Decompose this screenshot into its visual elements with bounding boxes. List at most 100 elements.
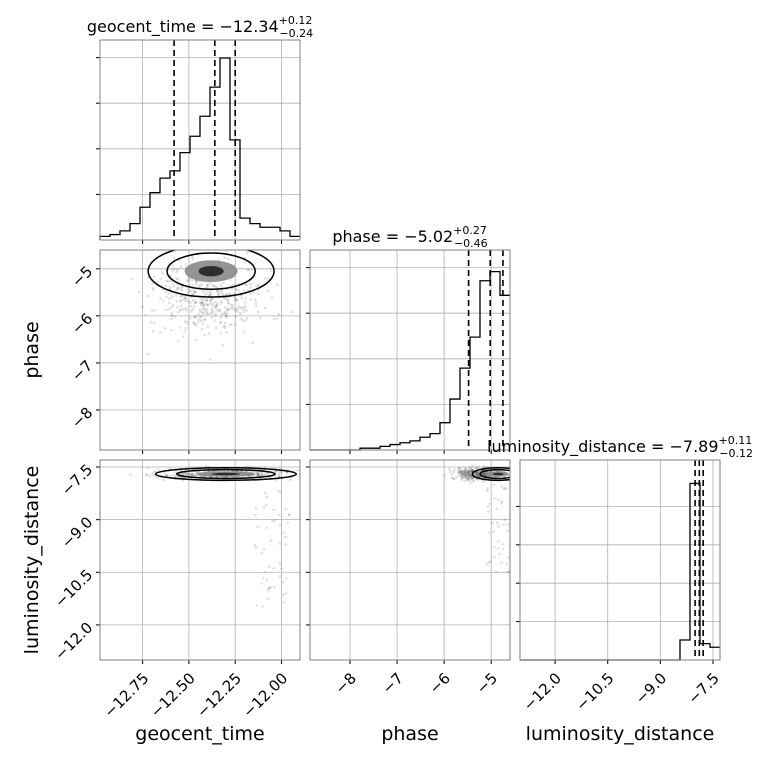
sample-point bbox=[184, 326, 188, 330]
tick-label-x: −12.75 bbox=[101, 669, 153, 721]
sample-point bbox=[176, 268, 179, 271]
sample-point bbox=[227, 308, 230, 312]
sample-point bbox=[230, 322, 233, 326]
sample-point bbox=[206, 325, 210, 329]
sample-point bbox=[145, 473, 149, 476]
sample-point bbox=[179, 299, 182, 303]
sample-point bbox=[153, 275, 156, 278]
sample-point bbox=[233, 296, 237, 300]
sample-point bbox=[253, 544, 257, 547]
sample-point bbox=[475, 472, 478, 476]
sample-point bbox=[468, 469, 471, 472]
sample-point bbox=[469, 465, 472, 469]
tick-label-x: −8 bbox=[332, 669, 360, 697]
sample-point bbox=[275, 316, 279, 320]
sample-point bbox=[469, 475, 473, 478]
sample-point bbox=[207, 312, 210, 316]
sample-point bbox=[214, 326, 218, 330]
sample-point bbox=[152, 473, 156, 477]
sample-point bbox=[223, 311, 227, 315]
sample-point bbox=[286, 521, 290, 525]
sample-point bbox=[506, 529, 510, 532]
sample-point bbox=[266, 289, 269, 293]
sample-point bbox=[484, 471, 488, 475]
sample-point bbox=[484, 472, 487, 476]
sample-point bbox=[187, 279, 190, 283]
sample-point bbox=[274, 478, 278, 482]
sample-point bbox=[176, 339, 180, 343]
sample-point bbox=[256, 283, 260, 287]
sample-point bbox=[208, 291, 212, 295]
sample-point bbox=[237, 305, 241, 308]
sample-point bbox=[254, 301, 258, 304]
sample-point bbox=[278, 467, 282, 470]
sample-point bbox=[254, 304, 258, 307]
panel-frame-0-0 bbox=[99, 39, 301, 241]
sample-point bbox=[252, 290, 256, 294]
sample-point bbox=[256, 473, 260, 477]
sample-point bbox=[482, 472, 486, 476]
sample-point bbox=[165, 474, 168, 477]
sample-point bbox=[460, 473, 463, 477]
sample-point bbox=[244, 283, 248, 287]
sample-point bbox=[470, 476, 473, 480]
sample-point bbox=[205, 299, 209, 303]
sample-point bbox=[460, 471, 464, 475]
sample-point bbox=[202, 298, 205, 301]
sample-point bbox=[458, 467, 461, 470]
sample-point bbox=[182, 297, 186, 301]
sample-point bbox=[219, 332, 222, 335]
sample-point bbox=[220, 312, 223, 316]
sample-point bbox=[464, 471, 467, 475]
sample-point bbox=[170, 313, 173, 317]
sample-point bbox=[185, 320, 188, 324]
sample-point bbox=[180, 473, 184, 476]
sample-point bbox=[460, 471, 464, 474]
sample-point bbox=[282, 531, 285, 534]
sample-point bbox=[184, 472, 188, 475]
sample-point bbox=[260, 551, 264, 555]
sample-point bbox=[216, 289, 219, 292]
sample-point bbox=[257, 473, 260, 476]
sample-point bbox=[226, 307, 230, 310]
sample-point bbox=[260, 582, 264, 585]
sample-point bbox=[184, 296, 188, 300]
sample-point bbox=[488, 531, 491, 534]
sample-point bbox=[492, 530, 495, 533]
sample-point bbox=[211, 310, 215, 314]
sample-point bbox=[184, 306, 188, 310]
sample-point bbox=[229, 307, 233, 310]
sample-point bbox=[275, 470, 278, 473]
sample-point bbox=[145, 473, 148, 476]
sample-point bbox=[221, 292, 225, 296]
sample-point bbox=[457, 472, 460, 475]
sample-point bbox=[176, 310, 180, 314]
sample-point bbox=[226, 301, 230, 305]
sample-point bbox=[290, 310, 294, 314]
sample-point bbox=[168, 474, 172, 478]
contours-1-0 bbox=[147, 250, 275, 298]
sample-point bbox=[244, 305, 247, 308]
sample-point bbox=[457, 470, 461, 474]
sample-point bbox=[483, 473, 487, 476]
tick-label-x: −12.50 bbox=[147, 669, 199, 721]
sample-point bbox=[178, 308, 182, 312]
sample-point bbox=[467, 478, 471, 481]
grid-2-2 bbox=[520, 460, 720, 660]
sample-point bbox=[510, 483, 513, 486]
sample-point bbox=[228, 302, 232, 306]
sample-point bbox=[219, 302, 223, 305]
panel-frame-1-1 bbox=[309, 249, 511, 451]
tick-label-y: −9.0 bbox=[58, 513, 96, 551]
sample-point bbox=[496, 498, 500, 502]
tick-label-x: −6 bbox=[426, 669, 454, 697]
panel-frame-2-0 bbox=[99, 459, 301, 661]
sample-point bbox=[457, 473, 461, 477]
title-minus: −0.46 bbox=[454, 237, 488, 250]
sample-point bbox=[208, 293, 212, 297]
sample-point bbox=[284, 535, 287, 539]
sample-point bbox=[273, 585, 276, 589]
sample-point bbox=[205, 298, 208, 301]
sample-point bbox=[254, 546, 258, 549]
sample-point bbox=[467, 473, 470, 476]
